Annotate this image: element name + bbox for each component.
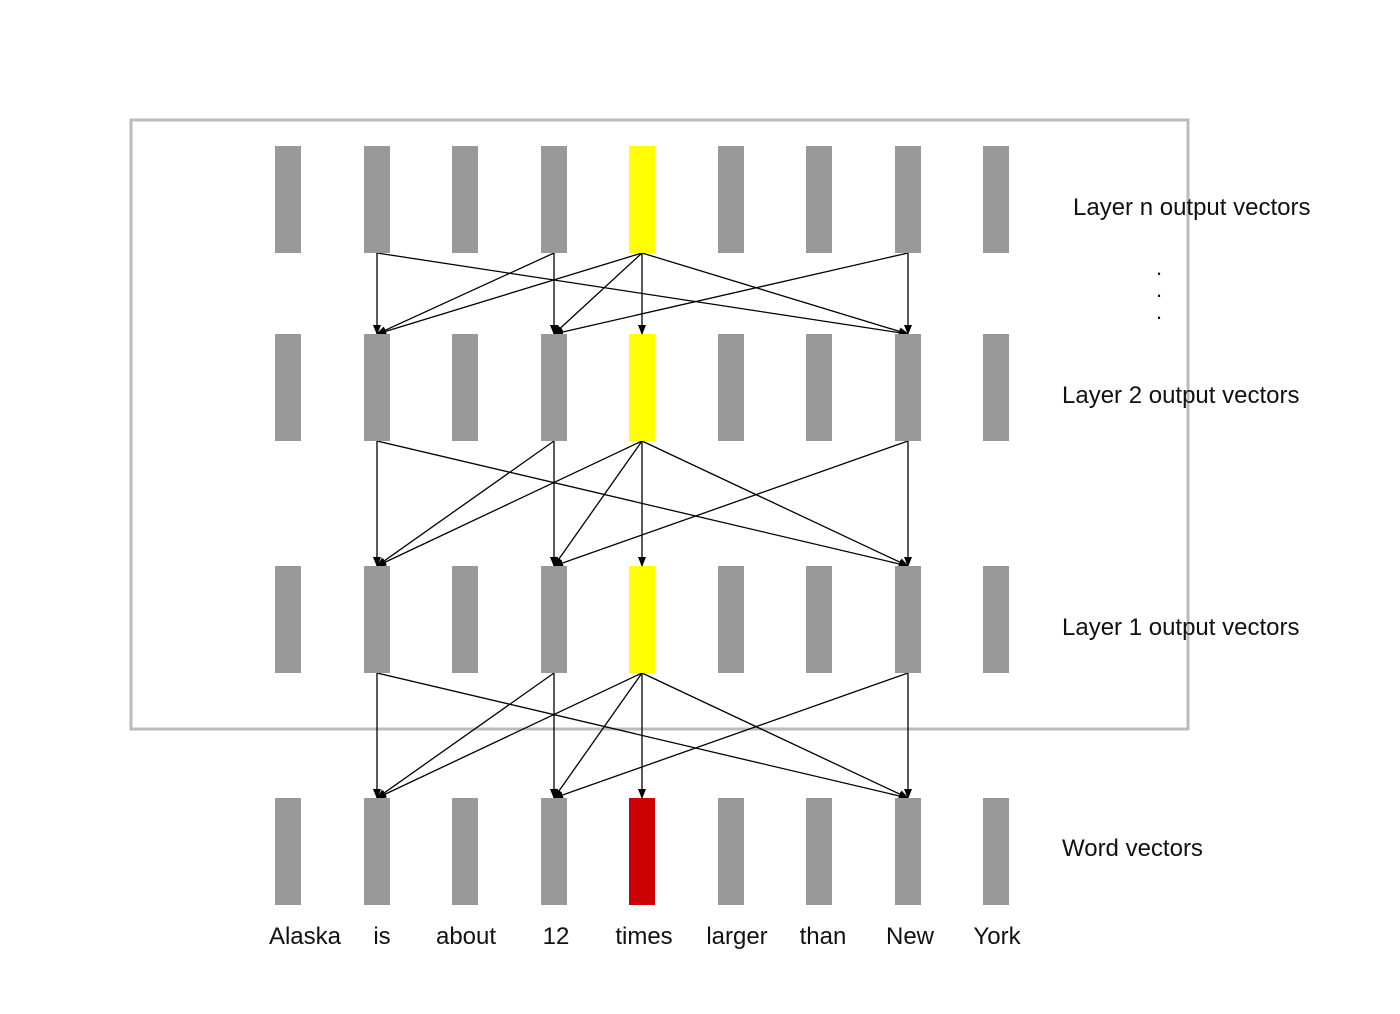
- layer-1-vector-2: [452, 566, 478, 673]
- word-vector-7: [895, 798, 921, 905]
- arrow-layer-n-to-layer-2-5: [553, 252, 643, 335]
- arrow-layer-2-to-layer-1-2: [376, 440, 555, 567]
- word-vector-5: [718, 798, 744, 905]
- ellipsis-dot-3: ·: [1155, 304, 1162, 329]
- word-vector-2: [452, 798, 478, 905]
- arrow-layer-1-to-word-7: [641, 672, 909, 799]
- attention-connections: [373, 252, 912, 800]
- layer-1-vector-3: [541, 566, 567, 673]
- arrow-layer-1-to-word-5: [553, 672, 643, 799]
- arrow-layer-n-to-layer-2-4: [376, 252, 643, 336]
- layer-1-vector-0: [275, 566, 301, 673]
- layer-1-label: Layer 1 output vectors: [1062, 614, 1299, 641]
- arrow-layer-1-to-word-4: [376, 672, 643, 799]
- word-larger: larger: [706, 923, 767, 950]
- layer-2-vector-6: [806, 334, 832, 441]
- encoder-stack-frame: [129, 118, 1190, 731]
- arrow-layer-2-to-layer-1-8: [553, 440, 909, 567]
- word-vector-6: [806, 798, 832, 905]
- layer-1-vector-4: [629, 566, 655, 673]
- layer-n-vector-8: [983, 146, 1009, 253]
- arrow-layer-2-to-layer-1-4: [376, 440, 643, 567]
- layer-2-label: Layer 2 output vectors: [1062, 382, 1299, 409]
- word-vector-1: [364, 798, 390, 905]
- word-labels: Alaska is about 12 times larger than New…: [269, 923, 1022, 950]
- layer-2-vector-4: [629, 334, 655, 441]
- word-times: times: [615, 923, 672, 950]
- layer-2-vector-7: [895, 334, 921, 441]
- layer-1-vector-6: [806, 566, 832, 673]
- word-vector-0: [275, 798, 301, 905]
- arrow-layer-n-to-layer-2-7: [641, 252, 909, 336]
- layer-2-vector-8: [983, 334, 1009, 441]
- layer-n-vector-7: [895, 146, 921, 253]
- word-12: 12: [543, 923, 570, 950]
- layer-1-vector-1: [364, 566, 390, 673]
- arrow-layer-2-to-layer-1-7: [641, 440, 909, 567]
- word-vector-3: [541, 798, 567, 905]
- layer-n-vector-1: [364, 146, 390, 253]
- word-vector-8: [983, 798, 1009, 905]
- word-than: than: [800, 923, 847, 950]
- arrow-layer-n-to-layer-2-8: [553, 252, 909, 336]
- ellipsis-dot-1: ·: [1155, 260, 1162, 285]
- layer-2-vector-5: [718, 334, 744, 441]
- layer-n-vector-4: [629, 146, 655, 253]
- arrow-layer-2-to-layer-1-5: [553, 440, 643, 567]
- arrow-layer-n-to-layer-2-2: [376, 252, 555, 335]
- arrow-layer-1-to-word-2: [376, 672, 555, 799]
- layer-2-vector-0: [275, 334, 301, 441]
- layer-n-label: Layer n output vectors: [1073, 194, 1310, 221]
- layer-1-vector-5: [718, 566, 744, 673]
- word-york: York: [973, 923, 1021, 950]
- word-is: is: [373, 923, 390, 950]
- word-vector-4: [629, 798, 655, 905]
- layer-2-vector-3: [541, 334, 567, 441]
- layer-2-vector-2: [452, 334, 478, 441]
- layer-1-vector-7: [895, 566, 921, 673]
- vector-rows: [275, 146, 1009, 905]
- layer-n-vector-6: [806, 146, 832, 253]
- layer-n-vector-0: [275, 146, 301, 253]
- word-vectors-label: Word vectors: [1062, 835, 1203, 862]
- layer-n-vector-5: [718, 146, 744, 253]
- layer-1-vector-8: [983, 566, 1009, 673]
- layer-n-vector-3: [541, 146, 567, 253]
- word-new: New: [886, 923, 935, 950]
- layer-n-vector-2: [452, 146, 478, 253]
- layer-2-vector-1: [364, 334, 390, 441]
- ellipsis-dot-2: ·: [1155, 282, 1162, 307]
- word-alaska: Alaska: [269, 923, 342, 950]
- arrow-layer-1-to-word-8: [553, 672, 909, 799]
- word-about: about: [436, 923, 496, 950]
